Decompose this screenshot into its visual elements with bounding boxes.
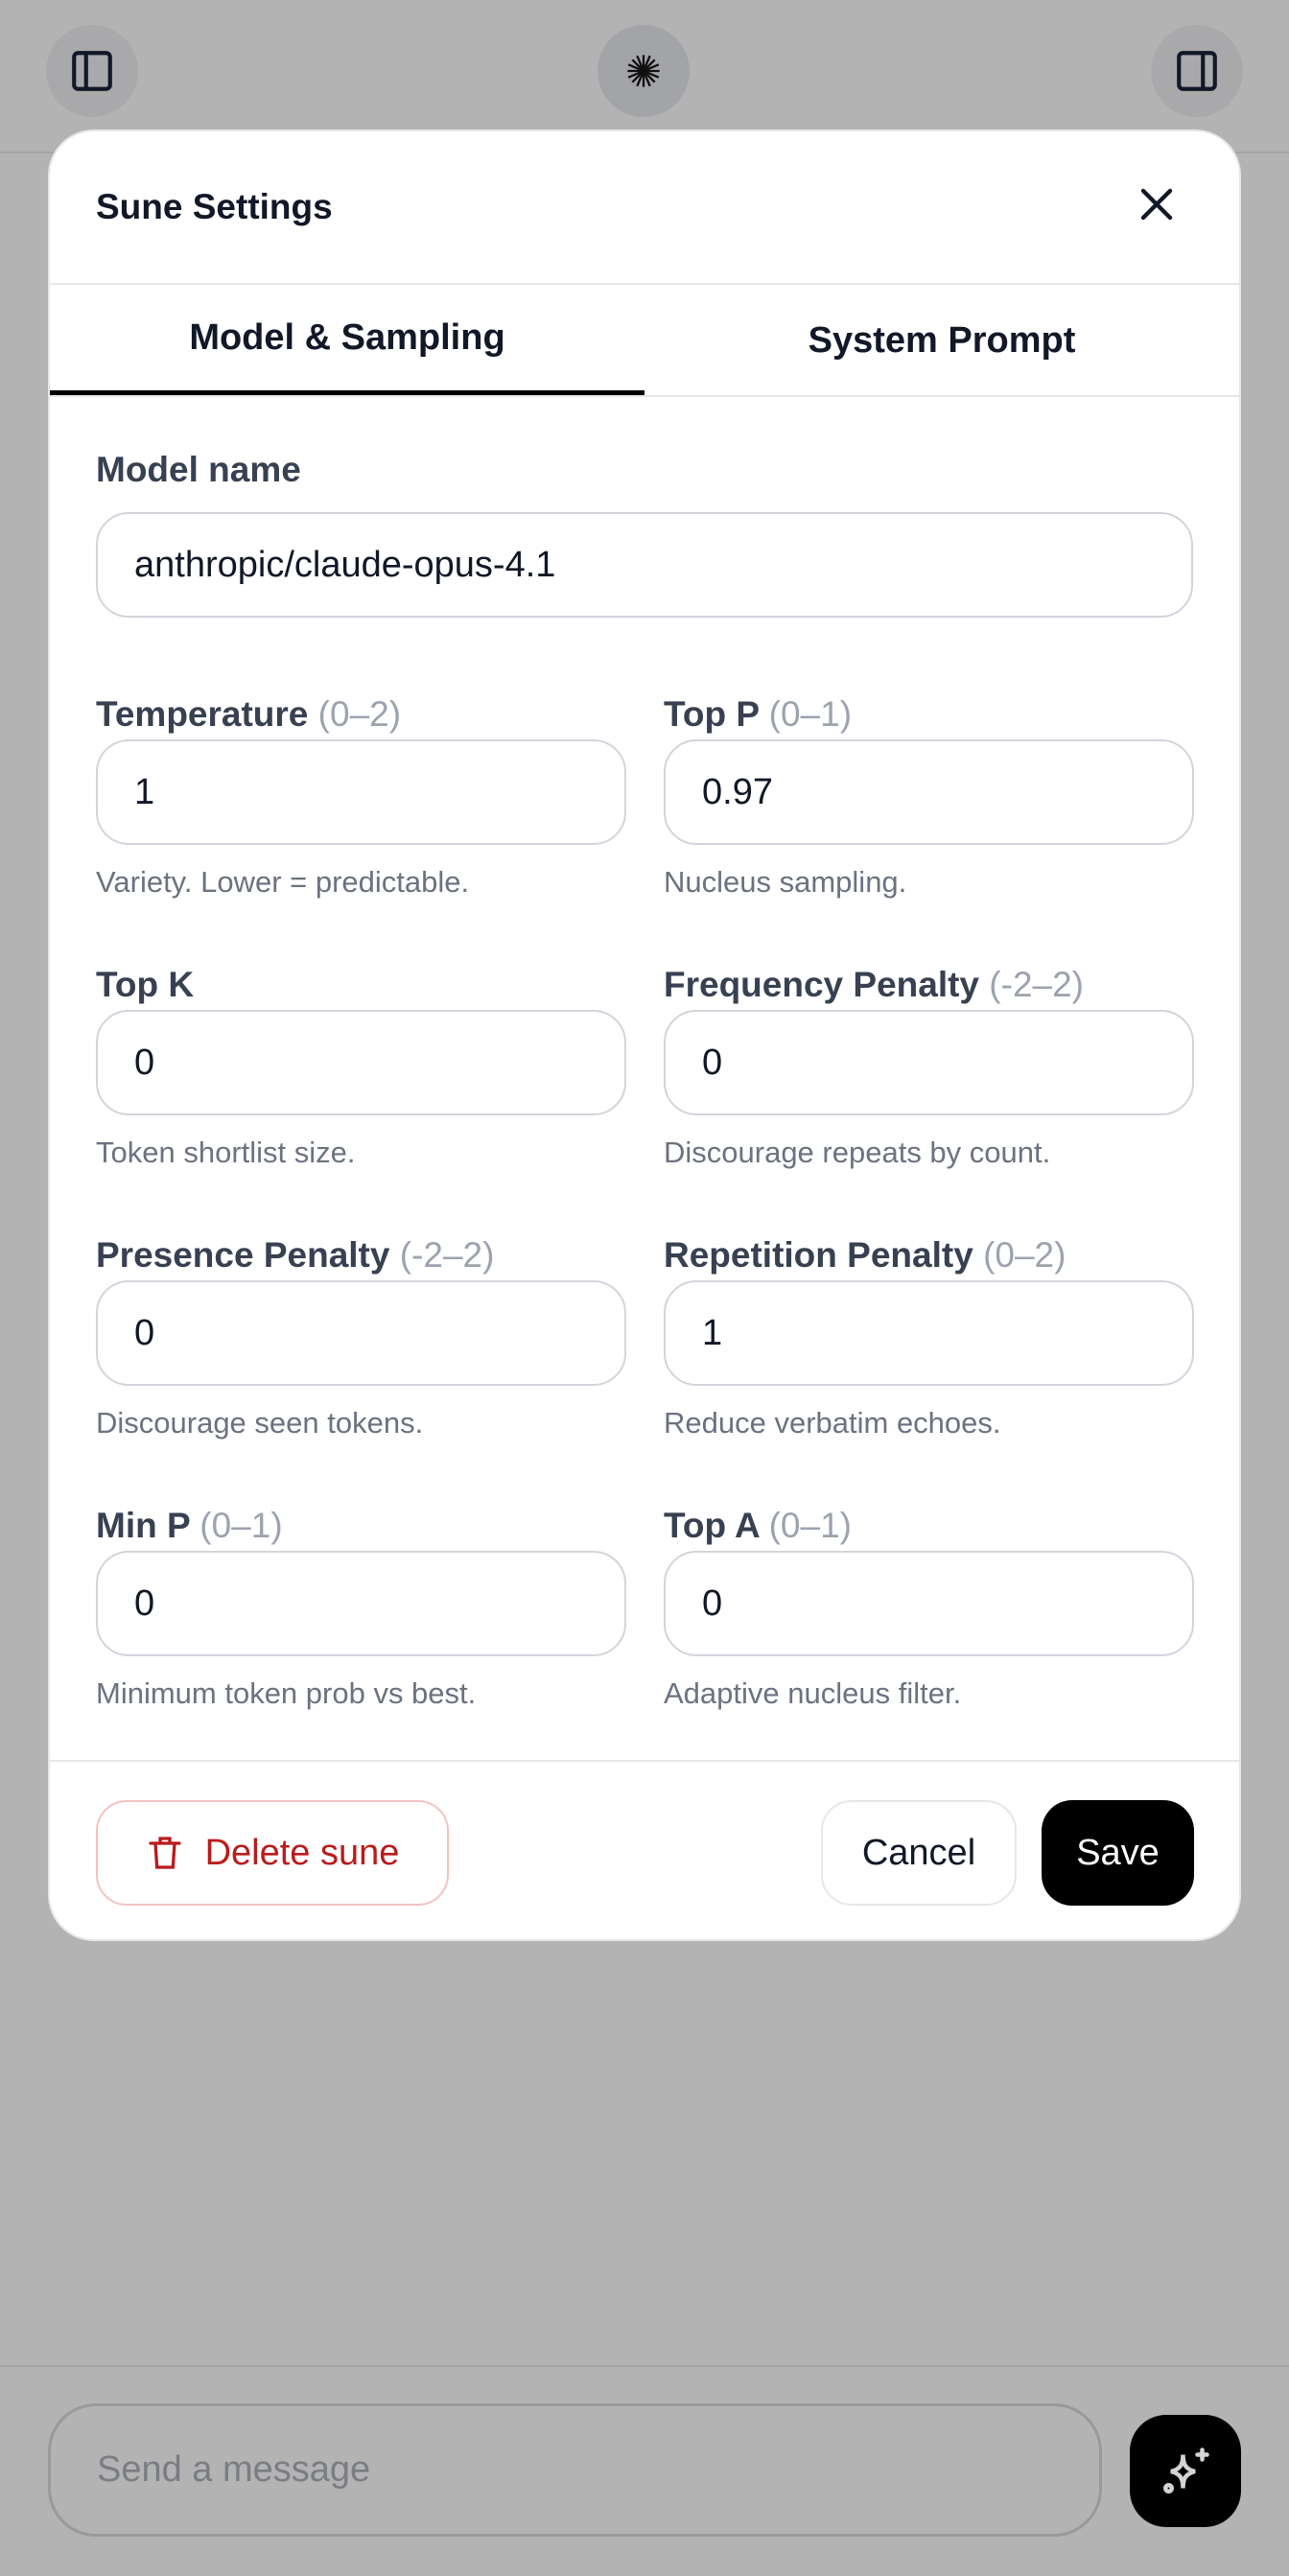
presence-penalty-help: Discourage seen tokens.	[96, 1406, 424, 1440]
range-hint: (0–2)	[983, 1235, 1066, 1275]
label-text: Min P	[96, 1506, 190, 1545]
save-button[interactable]: Save	[1042, 1800, 1194, 1906]
logo-button[interactable]	[598, 25, 690, 117]
tab-model-sampling[interactable]: Model & Sampling	[50, 285, 644, 396]
message-input[interactable]: Send a message	[48, 2403, 1102, 2537]
presence-penalty-label: Presence Penalty (-2–2)	[96, 1235, 494, 1276]
frequency-penalty-label: Frequency Penalty (-2–2)	[664, 965, 1084, 1005]
send-button[interactable]	[1130, 2415, 1241, 2527]
cancel-button[interactable]: Cancel	[821, 1800, 1017, 1906]
divider	[50, 283, 1239, 285]
top-k-input[interactable]: 0	[96, 1010, 626, 1115]
model-name-label: Model name	[96, 450, 301, 489]
frequency-penalty-help: Discourage repeats by count.	[664, 1136, 1051, 1169]
label-text: Top K	[96, 965, 195, 1004]
delete-sune-button[interactable]: Delete sune	[96, 1800, 449, 1906]
top-a-help: Adaptive nucleus filter.	[664, 1676, 962, 1710]
top-p-help: Nucleus sampling.	[664, 865, 907, 899]
label-text: Repetition Penalty	[664, 1235, 973, 1275]
delete-label: Delete sune	[204, 1832, 400, 1873]
sidebar-left-icon	[72, 51, 112, 91]
range-hint: (-2–2)	[989, 965, 1084, 1004]
trash-icon	[148, 1837, 181, 1869]
close-icon[interactable]	[1134, 181, 1180, 227]
toggle-right-sidebar-button[interactable]	[1151, 25, 1243, 117]
top-p-input[interactable]: 0.97	[664, 739, 1194, 845]
composer-divider	[0, 2365, 1289, 2367]
label-text: Temperature	[96, 694, 309, 734]
top-k-label: Top K	[96, 965, 194, 1005]
label-text: Top P	[664, 694, 760, 734]
top-a-label: Top A (0–1)	[664, 1506, 852, 1546]
min-p-label: Min P (0–1)	[96, 1506, 283, 1546]
divider	[50, 395, 1239, 397]
label-text: Top A	[664, 1506, 760, 1545]
temperature-help: Variety. Lower = predictable.	[96, 865, 470, 899]
top-a-input[interactable]: 0	[664, 1551, 1194, 1656]
presence-penalty-input[interactable]: 0	[96, 1280, 626, 1386]
repetition-penalty-help: Reduce verbatim echoes.	[664, 1406, 1001, 1440]
settings-modal: Sune Settings Model & Sampling System Pr…	[48, 129, 1241, 1941]
starburst-logo-icon	[627, 55, 660, 87]
range-hint: (-2–2)	[399, 1235, 495, 1275]
label-text: Frequency Penalty	[664, 965, 980, 1004]
model-name-input[interactable]: anthropic/claude-opus-4.1	[96, 512, 1193, 618]
label-text: Presence Penalty	[96, 1235, 390, 1275]
repetition-penalty-input[interactable]: 1	[664, 1280, 1194, 1386]
top-p-label: Top P (0–1)	[664, 694, 852, 735]
repetition-penalty-label: Repetition Penalty (0–2)	[664, 1235, 1066, 1276]
sparkles-icon	[1163, 2447, 1209, 2494]
temperature-label: Temperature (0–2)	[96, 694, 401, 735]
toggle-left-sidebar-button[interactable]	[46, 25, 138, 117]
tab-system-prompt[interactable]: System Prompt	[808, 319, 1076, 361]
top-k-help: Token shortlist size.	[96, 1136, 356, 1169]
min-p-input[interactable]: 0	[96, 1551, 626, 1656]
footer-divider	[50, 1760, 1239, 1762]
range-hint: (0–1)	[768, 1506, 852, 1545]
modal-title: Sune Settings	[96, 187, 333, 226]
range-hint: (0–1)	[768, 694, 853, 734]
range-hint: (0–2)	[317, 694, 402, 734]
temperature-input[interactable]: 1	[96, 739, 626, 845]
frequency-penalty-input[interactable]: 0	[664, 1010, 1194, 1115]
min-p-help: Minimum token prob vs best.	[96, 1676, 477, 1710]
sidebar-right-icon	[1177, 51, 1217, 91]
range-hint: (0–1)	[199, 1506, 283, 1545]
